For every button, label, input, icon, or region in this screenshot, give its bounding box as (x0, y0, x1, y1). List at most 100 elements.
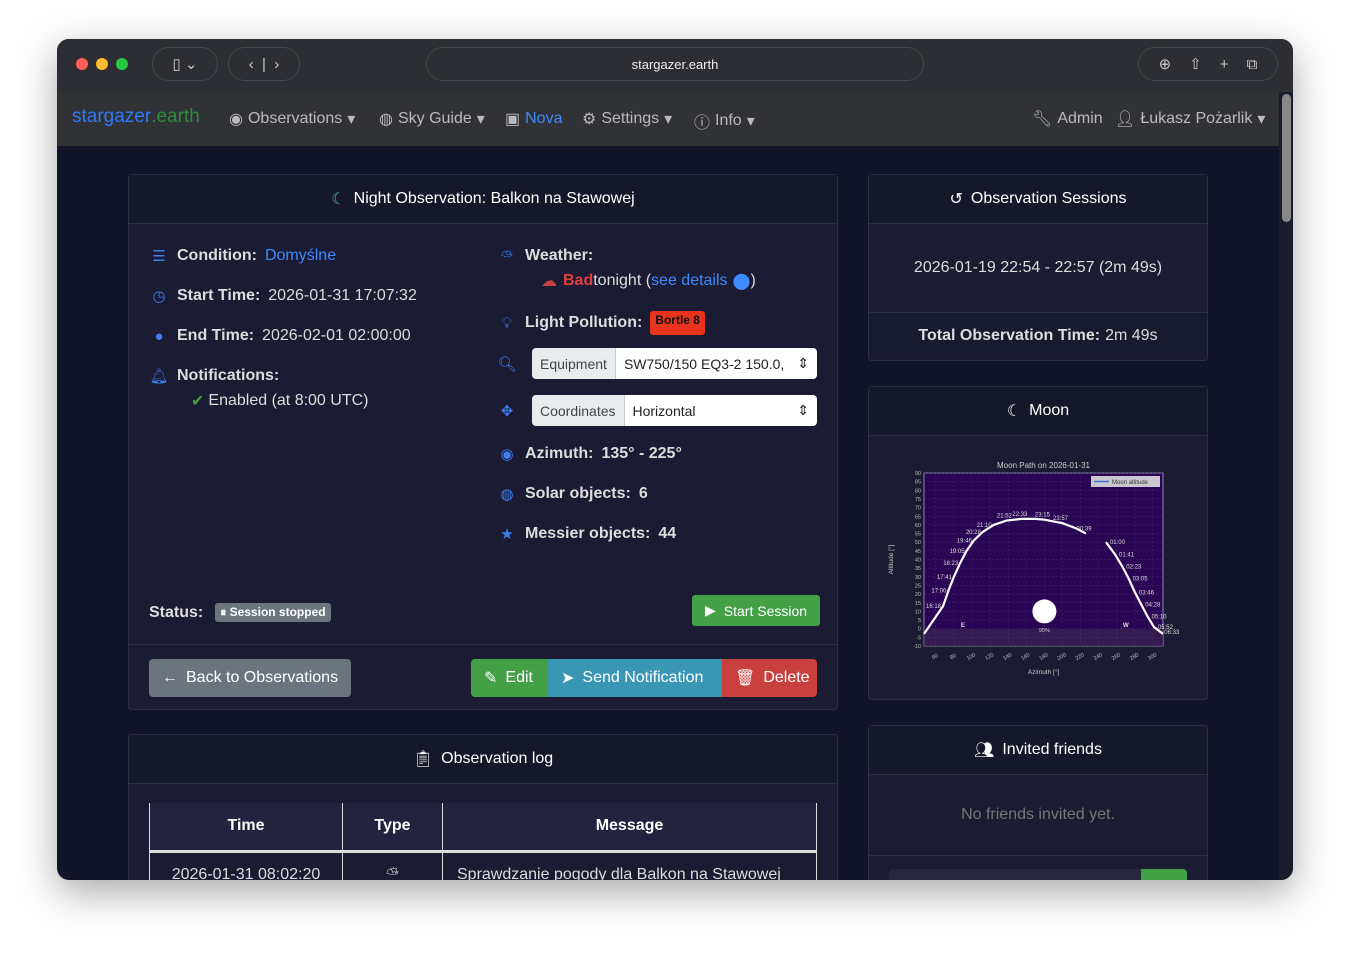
x-tick-label: 160 (1020, 652, 1031, 662)
edit-button[interactable]: ✎ Edit (471, 659, 548, 697)
moon-path-line (923, 517, 1087, 635)
invite-button[interactable] (1141, 869, 1187, 880)
info-icon: ⓘ (694, 115, 711, 132)
y-tick-label: 45 (915, 549, 921, 555)
time-label: 05:52 (1158, 625, 1174, 631)
share-icon[interactable]: ⇧ (1189, 56, 1202, 73)
invite-input[interactable] (889, 869, 1141, 880)
zoom-in-icon: 🔍︎ (497, 356, 517, 373)
close-button[interactable] (76, 58, 88, 70)
star-icon: ★ (500, 526, 514, 543)
status-text: Session stopped (229, 605, 326, 619)
condition-link[interactable]: Domyślne (264, 247, 337, 264)
y-tick-label: 15 (915, 601, 921, 607)
y-tick-label: 70 (915, 506, 921, 512)
nav-sky-guide[interactable]: ◍ Sky Guide ▾ (379, 110, 485, 128)
nav-nova[interactable]: ▣ Nova (505, 109, 562, 129)
time-label: 03:46 (1139, 590, 1155, 596)
nav-observations[interactable]: ◉ Observations ▾ (229, 110, 356, 128)
send-notification-button[interactable]: ➤ Send Notification (548, 659, 722, 697)
y-tick-label: 35 (915, 566, 921, 572)
play-icon: ▶ (705, 602, 716, 618)
messier-value: 44 (658, 525, 677, 542)
weather-icon: ⛅︎ (342, 851, 443, 880)
nav-settings[interactable]: ⚙ Settings ▾ (582, 110, 673, 128)
sidebar-toggle-button[interactable]: ▯ ⌄ (152, 47, 218, 81)
bell-icon: 🔔︎ (149, 368, 169, 385)
y-tick-label: 60 (915, 523, 921, 529)
status-badge: ⏸ Session stopped (215, 603, 331, 622)
x-tick-label: 140 (1002, 652, 1013, 662)
solar-label: Solar objects: (525, 485, 631, 502)
log-header: 📋︎ Observation log (129, 735, 837, 784)
maximize-button[interactable] (116, 58, 128, 70)
light-pollution-label: Light Pollution: (525, 314, 643, 331)
log-table: Time Type Message 2026-01-31 08:02:20 ⛅︎ Spr… (149, 803, 817, 880)
sessions-card: ↺ Observation Sessions 2026-01-19 22:54 -… (868, 174, 1208, 361)
illumination-label: 95% (1039, 628, 1050, 634)
condition-label: Condition: (177, 247, 257, 264)
history-icon: ↺ (949, 191, 963, 208)
azimuth-label: Azimuth: (525, 445, 594, 462)
arrows-move-icon: ✥ (500, 403, 514, 420)
observation-card: ☾ Night Observation: Balkon na Stawowej ☰… (128, 174, 838, 710)
tabs-icon[interactable]: ⧉ (1246, 55, 1258, 73)
y-tick-label: 80 (915, 488, 921, 494)
brand-logo[interactable]: stargazer .earth (72, 106, 200, 128)
weather-icon: ⛅︎ (500, 247, 513, 265)
friends-header: 👥︎ Invited friends (869, 726, 1207, 775)
time-label: 02:23 (1126, 564, 1142, 570)
start-session-button[interactable]: ▶ Start Session (692, 595, 821, 626)
browser-actions[interactable]: ⊕ ⇧ + ⧉ (1138, 47, 1278, 81)
log-time: 2026-01-31 08:02:20 (149, 851, 343, 880)
weather-details-link[interactable]: see details (651, 272, 728, 289)
moon-path-chart: Moon Path on 2026-01-31 -10 -5 0 5 10 15 20 25 30… (887, 461, 1180, 676)
time-label: 17:00 (931, 589, 947, 595)
nav-user[interactable]: 👤︎ Łukasz Pożarlik ▾ (1115, 110, 1266, 128)
coordinates-select[interactable]: Coordinates Horizontal ⇕ (532, 395, 817, 426)
y-tick-label: 65 (915, 514, 921, 520)
direction-label: W (1123, 623, 1129, 629)
time-label: 17:41 (937, 575, 953, 581)
x-tick-label: 60 (931, 653, 939, 661)
x-tick-label: 200 (1057, 652, 1068, 662)
col-message: Message (442, 803, 817, 853)
address-bar[interactable]: stargazer.earth (426, 47, 924, 81)
time-label: 19:46 (957, 538, 973, 544)
table-row: 2026-01-31 08:02:20 ⛅︎ Sprawdzanie pogody … (149, 851, 817, 880)
direction-label: E (961, 623, 965, 629)
minimize-button[interactable] (96, 58, 108, 70)
moon-title: Moon (1029, 402, 1070, 419)
scrollbar-track[interactable] (1279, 92, 1293, 880)
log-title: Observation log (441, 750, 554, 767)
notifications-label: Notifications: (177, 367, 280, 384)
time-label: 04:28 (1145, 602, 1161, 608)
paper-plane-icon: ➤ (561, 670, 575, 687)
scrollbar-thumb[interactable] (1282, 94, 1291, 222)
equipment-select[interactable]: Equipment SW750/150 EQ3-2 150.0, ⇕ (532, 348, 817, 379)
delete-button[interactable]: 🗑︎ Delete (722, 659, 817, 697)
moon-header: ☾ Moon (869, 387, 1207, 436)
session-item[interactable]: 2026-01-19 22:54 - 22:57 (2m 49s) (869, 224, 1207, 313)
time-label: 19:05 (950, 549, 966, 555)
new-tab-icon[interactable]: + (1219, 55, 1229, 73)
download-icon[interactable]: ⊕ (1158, 56, 1172, 73)
y-tick-label: 40 (915, 558, 921, 564)
friends-card: 👥︎ Invited friends No friends invited yet… (868, 725, 1208, 880)
nav-label: Info (715, 112, 742, 129)
nav-info[interactable]: ⓘ Info ▾ (694, 109, 755, 133)
nav-admin[interactable]: 🔧︎ Admin (1032, 109, 1103, 129)
notifications-value: Enabled (at 8:00 UTC) (208, 392, 369, 409)
back-forward-buttons[interactable]: ‹ | › (228, 47, 300, 81)
weather-label: Weather: (525, 247, 594, 264)
time-label: 18:23 (943, 561, 959, 567)
url-text: stargazer.earth (631, 56, 719, 72)
trash-icon: 🗑︎ (735, 670, 756, 687)
time-label: 06:33 (1164, 630, 1180, 636)
equipment-label: Equipment (532, 348, 616, 379)
back-button[interactable]: ← Back to Observations (149, 659, 352, 697)
nav-label: Admin (1057, 110, 1103, 127)
x-axis-label: Azimuth [°] (1028, 668, 1060, 676)
log-message: Sprawdzanie pogody dla Balkon na Stawowe… (442, 851, 817, 880)
map-pin-icon[interactable]: ⬤ (732, 273, 751, 290)
